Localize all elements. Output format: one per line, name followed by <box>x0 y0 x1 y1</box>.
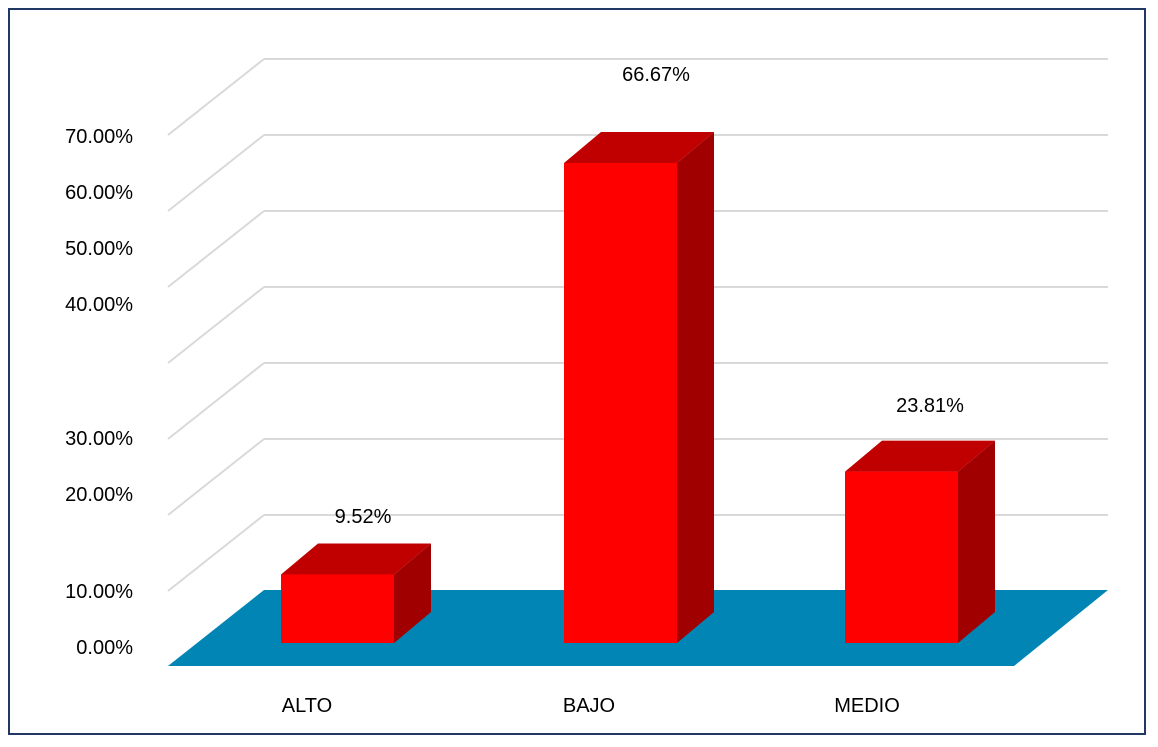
bar-top-bajo <box>564 131 714 163</box>
gridline-diagonal <box>167 286 265 364</box>
bar-side-alto <box>394 543 431 643</box>
y-tick-label: 30.00% <box>65 428 133 450</box>
y-tick-label: 70.00% <box>65 126 133 148</box>
bar-front-medio <box>845 471 958 643</box>
category-label-alto: ALTO <box>282 695 332 717</box>
gridline-diagonal <box>167 514 265 592</box>
x-axis-categories: ALTO BAJO MEDIO <box>282 695 900 717</box>
gridline-diagonal <box>167 210 265 288</box>
bar-side-medio <box>958 440 995 643</box>
bar-top-alto <box>281 543 431 575</box>
data-label-medio: 23.81% <box>896 395 964 417</box>
gridline-diagonal <box>167 362 265 440</box>
gridline-diagonal <box>167 438 265 516</box>
gridline-diagonal <box>167 134 265 212</box>
y-axis-ticks: 0.00% 10.00% 20.00% 30.00% 40.00% 50.00%… <box>65 126 133 659</box>
bar-top-medio <box>845 440 995 472</box>
data-labels: 9.52% 66.67% 23.81% <box>335 64 964 528</box>
y-tick-label: 0.00% <box>76 637 133 659</box>
bar-front-alto <box>281 574 394 643</box>
bar-side-bajo <box>677 131 714 643</box>
y-tick-label: 50.00% <box>65 238 133 260</box>
data-label-bajo: 66.67% <box>622 64 690 86</box>
y-tick-label: 10.00% <box>65 581 133 603</box>
y-tick-label: 40.00% <box>65 294 133 316</box>
category-label-bajo: BAJO <box>563 695 615 717</box>
bar-front-bajo <box>564 162 677 643</box>
y-tick-label: 60.00% <box>65 182 133 204</box>
y-tick-label: 20.00% <box>65 484 133 506</box>
bars <box>281 131 995 643</box>
gridline-diagonal <box>167 58 265 136</box>
data-label-alto: 9.52% <box>335 506 392 528</box>
category-label-medio: MEDIO <box>834 695 900 717</box>
